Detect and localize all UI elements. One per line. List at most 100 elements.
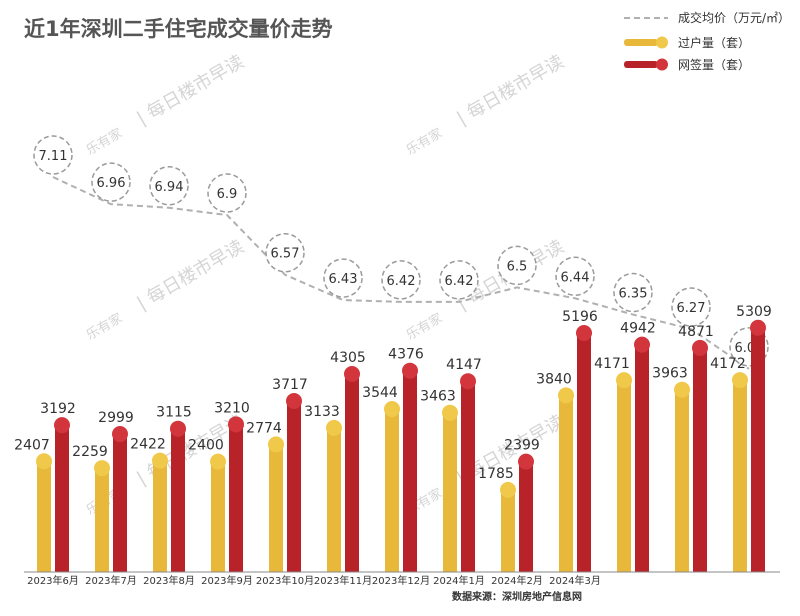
transfer-value-label: 3840 — [536, 371, 572, 387]
price-trend-line — [52, 176, 750, 370]
signed-value-label: 4147 — [446, 357, 482, 373]
watermark-logo: 乐有家 — [403, 125, 445, 158]
bar-signed-cap — [228, 416, 244, 433]
x-tick-label: 2023年7月 — [85, 574, 137, 587]
x-tick-label: 2023年9月 — [201, 574, 253, 587]
bar-signed-cap — [518, 453, 534, 470]
price-point — [323, 258, 363, 298]
signed-value-label: 4871 — [678, 324, 714, 340]
transfer-value-label: 4172 — [710, 356, 746, 372]
price-point — [149, 166, 189, 206]
price-point — [497, 245, 537, 286]
bar-transfer-cap — [326, 419, 342, 436]
bar-signed — [345, 373, 359, 572]
bar-transfer — [443, 412, 457, 572]
price-value-label: 6.27 — [677, 301, 706, 316]
bar-signed-cap — [634, 336, 650, 353]
price-value-label: 6.94 — [155, 180, 184, 195]
bar-signed — [519, 461, 533, 572]
price-point — [381, 260, 421, 300]
chart-title: 近1年深圳二手住宅成交量价走势 — [24, 17, 333, 41]
x-tick-label: 2023年8月 — [143, 574, 195, 587]
watermark-text: | 每日楼市早读 — [133, 51, 247, 129]
bar-signed-cap — [112, 426, 128, 443]
bar-transfer-cap — [94, 460, 110, 477]
price-point — [33, 135, 73, 175]
bar-signed — [287, 401, 301, 572]
bar-transfer — [385, 408, 399, 572]
transfer-value-label: 2407 — [14, 437, 50, 453]
price-point — [613, 272, 653, 313]
bar-signed-cap — [750, 319, 766, 336]
price-value-label: 6.42 — [387, 274, 416, 289]
bar-signed-cap — [692, 339, 708, 356]
bar-transfer — [269, 444, 283, 572]
signed-value-label: 5196 — [562, 309, 598, 325]
bar-transfer-cap — [500, 481, 516, 498]
legend-signed-swatch — [624, 61, 658, 68]
watermark-text: | 每日楼市早读 — [453, 51, 567, 129]
bar-transfer — [95, 468, 109, 572]
price-point — [439, 260, 479, 300]
bar-transfer — [327, 427, 341, 572]
signed-value-label: 4942 — [620, 321, 656, 337]
bar-transfer — [501, 489, 515, 572]
bar-transfer — [617, 380, 631, 572]
price-point — [91, 162, 131, 202]
bar-transfer — [37, 461, 51, 572]
transfer-value-label: 2400 — [188, 438, 224, 454]
bar-transfer — [559, 395, 573, 572]
bar-transfer-cap — [616, 372, 632, 389]
legend: 成交均价（万元/㎡） 过户量（套） 网签量（套） — [624, 10, 790, 72]
bar-signed — [403, 370, 417, 572]
signed-value-label: 3115 — [156, 405, 192, 421]
transfer-value-label: 2259 — [72, 444, 108, 460]
bar-signed — [577, 332, 591, 572]
bar-transfer-cap — [210, 453, 226, 470]
price-point — [671, 287, 711, 327]
source-note: 数据来源：深圳房地产信息网 — [452, 590, 582, 603]
x-tick-label: 2023年11月 — [314, 574, 372, 587]
bar-signed-cap — [170, 420, 186, 437]
signed-value-label: 3210 — [214, 400, 250, 416]
transfer-value-label: 2422 — [130, 437, 166, 453]
transfer-value-label: 3133 — [304, 404, 340, 420]
x-tick-label: 2024年3月 — [549, 574, 601, 587]
legend-price-label: 成交均价（万元/㎡） — [678, 10, 790, 25]
transfer-value-label: 3463 — [420, 389, 456, 405]
transfer-value-label: 4171 — [594, 356, 630, 372]
watermark: 乐有家| 每日楼市早读 — [403, 236, 567, 343]
price-point — [265, 232, 305, 273]
price-value-label: 6.96 — [97, 176, 126, 191]
x-tick-label: 2023年12月 — [372, 574, 430, 587]
signed-value-label: 3192 — [40, 401, 76, 417]
bar-transfer-cap — [732, 372, 748, 389]
x-tick-label: 2024年1月 — [433, 574, 485, 587]
signed-value-label: 4305 — [330, 350, 366, 366]
bar-signed — [461, 381, 475, 572]
price-value-label: 7.11 — [39, 149, 68, 164]
legend-transfer-dot — [656, 36, 668, 49]
signed-value-label: 2999 — [98, 410, 134, 426]
signed-value-label: 3717 — [272, 377, 308, 393]
watermark-logo: 乐有家 — [83, 125, 125, 158]
bar-signed-cap — [576, 324, 592, 341]
bar-transfer-cap — [384, 400, 400, 417]
bar-transfer-cap — [36, 453, 52, 470]
bar-signed — [113, 434, 127, 572]
bar-transfer — [211, 461, 225, 572]
legend-signed-label: 网签量（套） — [678, 57, 750, 72]
watermark: 乐有家| 每日楼市早读 — [83, 51, 247, 158]
transfer-value-label: 3963 — [652, 366, 688, 382]
price-value-label: 6.44 — [561, 270, 590, 285]
bar-transfer — [733, 380, 747, 572]
price-point — [555, 256, 595, 297]
watermark-text: | 每日楼市早读 — [133, 236, 247, 314]
x-tick-label: 2024年2月 — [491, 574, 543, 587]
bar-signed-cap — [402, 362, 418, 379]
x-axis-labels: 2023年6月 2023年7月 2023年8月 2023年9月 2023年10月 2023… — [27, 574, 601, 587]
bar-signed — [229, 424, 243, 572]
transfer-value-label: 1785 — [478, 466, 514, 482]
bar-transfer-cap — [558, 387, 574, 404]
